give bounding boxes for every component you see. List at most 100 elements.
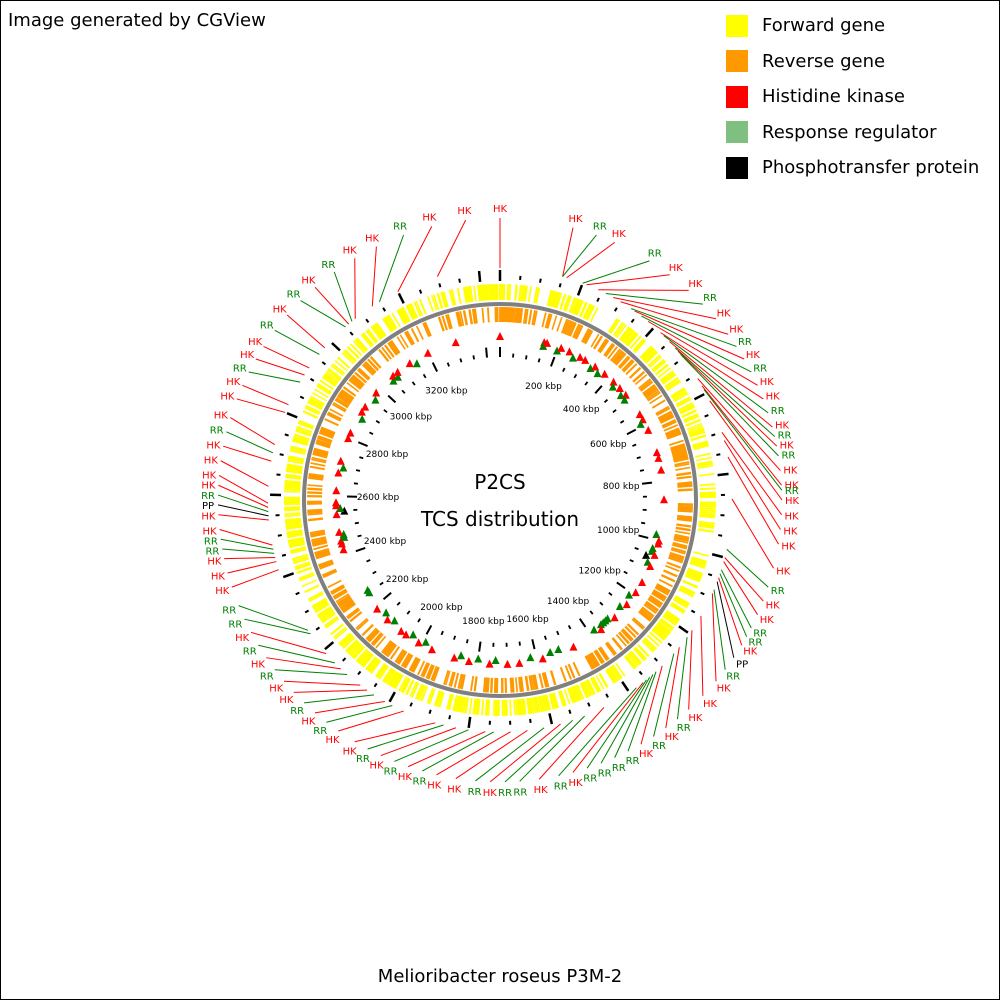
reverse-gene [333, 589, 348, 600]
forward-gene [352, 646, 366, 660]
tcs-marker [652, 448, 661, 457]
forward-gene [574, 684, 583, 701]
reverse-gene [307, 491, 323, 495]
reverse-gene [389, 340, 401, 354]
reverse-gene [623, 360, 635, 373]
forward-gene [698, 520, 715, 525]
reverse-gene [644, 386, 658, 398]
reverse-gene [312, 451, 328, 457]
feature-label: RR [204, 537, 218, 548]
forward-gene [670, 387, 686, 398]
forward-gene [308, 593, 324, 603]
reverse-gene [315, 440, 331, 448]
reverse-gene [318, 559, 333, 567]
callout-line [600, 677, 651, 764]
forward-gene [487, 284, 491, 301]
forward-gene [671, 389, 687, 399]
forward-gene [484, 699, 489, 716]
reverse-gene [647, 598, 662, 609]
forward-gene [287, 457, 304, 463]
forward-gene [695, 452, 712, 458]
forward-gene [446, 693, 453, 710]
forward-gene [535, 287, 541, 304]
forward-gene [681, 409, 697, 418]
reverse-gene [615, 353, 627, 366]
callout-line [236, 398, 286, 413]
feature-label: HK [688, 713, 703, 724]
forward-gene [568, 686, 577, 703]
reverse-gene [634, 374, 648, 386]
forward-gene [586, 305, 596, 321]
phosphotransfer-protein-swatch [726, 156, 748, 179]
ruler-ring: 200 kbp 400 kbp 600 kbp 800 kbp 1000 kbp 1200… [347, 347, 653, 652]
outer-tick [707, 573, 713, 577]
callout-line [218, 484, 269, 508]
forward-gene [284, 514, 301, 518]
ruler-label: 200 kbp [525, 382, 562, 392]
forward-gene [536, 696, 541, 713]
forward-gene [382, 317, 393, 333]
outer-tick [279, 453, 284, 457]
forward-gene [405, 304, 415, 321]
callout-line [218, 474, 269, 504]
callout-line [436, 731, 511, 776]
reverse-gene [444, 670, 451, 686]
reverse-gene [471, 308, 477, 324]
callout-line [217, 504, 269, 517]
reverse-gene [517, 307, 522, 324]
forward-gene [633, 339, 647, 353]
reverse-gene [518, 676, 522, 692]
forward-gene [314, 602, 330, 614]
reverse-gene [335, 593, 350, 603]
callout-line [220, 538, 274, 550]
outer-tick [342, 657, 347, 662]
feature-label: HK [760, 615, 775, 626]
reverse-gene [524, 308, 529, 324]
forward-gene [387, 670, 398, 686]
feature-label: HK [612, 229, 627, 240]
reverse-gene [307, 510, 323, 514]
reverse-gene [677, 506, 693, 510]
feature-label: RR [321, 260, 335, 271]
outer-tick [718, 534, 723, 537]
feature-label: HK [202, 471, 217, 482]
tcs-marker [383, 615, 392, 624]
tcs-marker [526, 653, 535, 662]
tcs-marker [332, 498, 341, 507]
reverse-gene [402, 653, 412, 668]
callout-line [731, 498, 775, 569]
forward-gene [452, 695, 458, 712]
reverse-gene [671, 448, 687, 455]
reverse-gene [420, 662, 429, 677]
callout-line [354, 722, 436, 743]
callout-line [227, 561, 277, 574]
reverse-gene [312, 453, 328, 459]
reverse-gene [530, 675, 535, 691]
reverse-gene [586, 654, 596, 669]
forward-gene [659, 619, 673, 631]
forward-gene [419, 299, 427, 315]
reverse-gene [309, 531, 326, 536]
forward-gene [514, 284, 518, 301]
reverse-gene [657, 410, 672, 420]
reverse-gene [309, 529, 325, 534]
tcs-marker [515, 658, 524, 667]
forward-gene [521, 285, 527, 302]
forward-gene [680, 585, 696, 594]
forward-gene [648, 355, 663, 368]
forward-gene [299, 573, 315, 582]
ruler-label: 2200 kbp [386, 575, 429, 585]
reverse-gene [311, 456, 327, 462]
forward-gene [289, 546, 306, 553]
reverse-gene [347, 608, 361, 620]
reverse-gene [647, 391, 661, 402]
tcs-marker [373, 604, 382, 613]
forward-gene [318, 607, 333, 619]
forward-gene [693, 444, 710, 451]
ruler-label: 3200 kbp [425, 386, 468, 396]
outer-tick [717, 472, 729, 477]
feature-label: HK [214, 411, 229, 422]
forward-gene [575, 300, 584, 316]
ruler-tick [459, 358, 463, 363]
center-subtitle: TCS distribution [420, 507, 580, 531]
